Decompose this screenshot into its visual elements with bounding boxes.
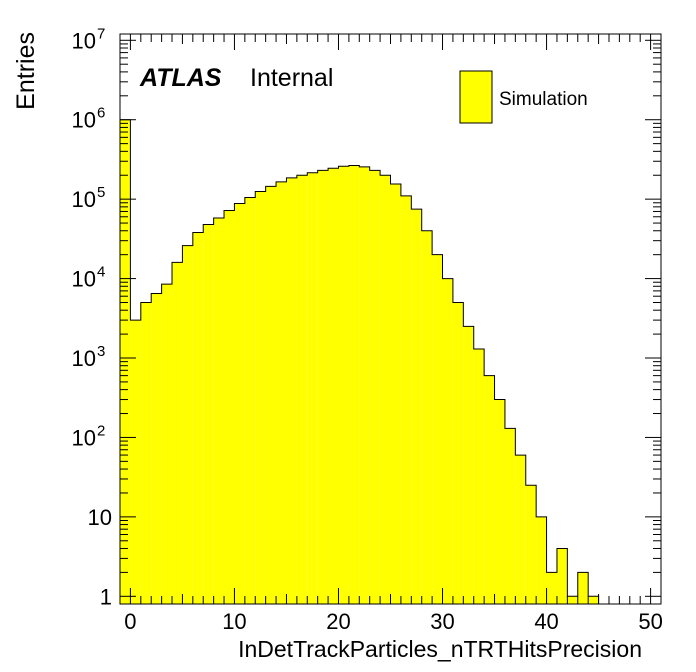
histogram-bin (348, 165, 360, 604)
histogram-bin (546, 572, 557, 604)
y-tick-label: 10 (72, 187, 96, 212)
histogram-bin (432, 254, 443, 604)
histogram-bin (296, 175, 308, 604)
y-tick-label: 10 (72, 267, 96, 292)
x-tick-label: 50 (638, 609, 662, 634)
y-tick-label: 10 (72, 28, 96, 53)
y-tick-label: 10 (88, 505, 112, 530)
x-tick-label: 10 (222, 609, 246, 634)
histogram-bin (463, 326, 474, 604)
histogram-bin (494, 399, 505, 604)
histogram-bin (224, 210, 235, 604)
histogram-outline (119, 119, 661, 605)
y-tick-label: 10 (72, 425, 96, 450)
histogram-bin (525, 485, 537, 604)
histogram-bin (556, 548, 568, 604)
y-tick-label-exponent: 6 (97, 105, 105, 122)
histogram-bin (192, 232, 204, 604)
histogram-bin (244, 197, 256, 605)
x-tick-label: 30 (430, 609, 454, 634)
y-tick-label-exponent: 2 (97, 422, 105, 439)
y-tick-label: 1 (100, 584, 112, 609)
histogram-bin (317, 170, 329, 604)
histogram-bin (151, 293, 162, 604)
histogram-bin (369, 170, 381, 604)
histogram-bin (255, 191, 266, 605)
histogram-bars (119, 119, 661, 605)
histogram-bin (380, 175, 391, 604)
histogram-bin (234, 203, 245, 604)
histogram-bin (182, 245, 193, 604)
y-tick-label-exponent: 5 (97, 184, 105, 201)
histogram-bin (172, 262, 183, 604)
atlas-label: ATLAS (139, 64, 222, 92)
y-tick-label: 10 (72, 346, 96, 371)
y-tick-label-exponent: 7 (97, 25, 105, 42)
legend-swatch (459, 70, 493, 124)
histogram-bin (338, 166, 349, 604)
internal-label: Internal (250, 64, 333, 92)
histogram-bin (328, 168, 339, 604)
y-tick-label: 10 (72, 108, 96, 133)
histogram-bin (504, 428, 516, 604)
x-axis-label: InDetTrackParticles_nTRTHitsPrecision (238, 636, 642, 662)
histogram-bin (400, 195, 412, 604)
histogram-bin (588, 596, 599, 604)
legend-label-simulation: Simulation (499, 89, 588, 110)
histogram-bin (276, 181, 287, 604)
histogram-bin (442, 278, 453, 604)
y-tick-label-exponent: 3 (97, 343, 105, 360)
histogram-bin (421, 230, 433, 605)
histogram-bin (307, 172, 318, 605)
y-axis-ticks (120, 39, 661, 597)
histogram-bin (567, 596, 578, 604)
y-axis-label: Entries (12, 32, 40, 110)
y-tick-label-exponent: 4 (97, 264, 105, 281)
histogram-bin (577, 572, 589, 604)
histogram-bin (265, 186, 277, 604)
histogram-bin (452, 302, 464, 604)
x-tick-label: 40 (534, 609, 558, 634)
histogram-bin (515, 455, 526, 604)
x-tick-label: 0 (124, 609, 136, 634)
histogram-bin (286, 177, 297, 604)
histogram-bin (213, 217, 225, 604)
histogram-bin (130, 320, 141, 604)
histogram-bin (411, 209, 422, 604)
histogram-bin (484, 375, 495, 604)
x-tick-label: 20 (326, 609, 350, 634)
histogram-bin (359, 166, 370, 605)
histogram-bin (390, 184, 401, 604)
x-axis-tick-labels: 0 10 20 30 40 50 (124, 609, 663, 634)
legend: Simulation (459, 70, 588, 124)
histogram-bin (161, 284, 173, 604)
histogram-bin (140, 302, 152, 604)
histogram-bin (473, 348, 485, 604)
histogram-bin (536, 516, 547, 604)
histogram-bin (203, 224, 214, 604)
